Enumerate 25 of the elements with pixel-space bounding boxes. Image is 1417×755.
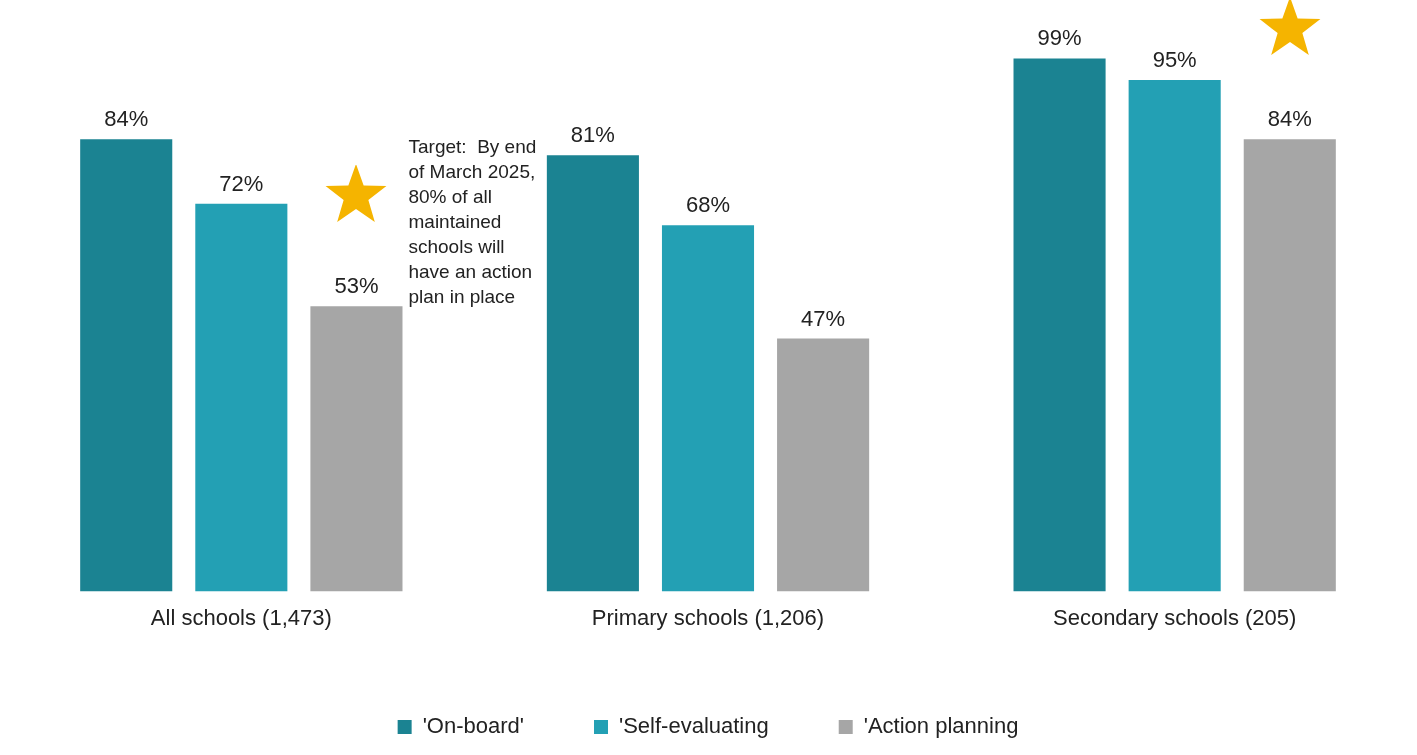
bar [1128,79,1221,592]
x-tick-label: All schools (1,473) [150,604,332,630]
data-label: 53% [334,273,379,299]
bar [777,338,870,592]
bar [80,139,173,592]
bar [661,225,755,592]
data-label: 81% [570,122,615,148]
annotation: Target: By end of March 2025, 80% of all maintained schools will have an action plan in place [408,135,537,307]
data-label: 84% [1267,106,1312,132]
legend-label: 'On-board' [422,713,524,739]
data-label: 95% [1152,46,1197,72]
data-label: 72% [219,170,264,196]
x-tick-label: Secondary schools (205) [1052,604,1297,630]
data-label: 84% [104,106,149,132]
legend-label: 'Self-evaluating [618,713,769,739]
bar [546,155,639,592]
bar [1013,58,1106,592]
data-label: 47% [801,305,846,331]
data-label: 99% [1037,25,1082,51]
bar [1243,139,1336,592]
data-label: 68% [685,192,731,218]
bar [195,203,288,592]
bar [310,306,403,592]
x-tick-label: Primary schools (1,206) [591,604,825,630]
legend-label: 'Action planning [863,713,1019,739]
